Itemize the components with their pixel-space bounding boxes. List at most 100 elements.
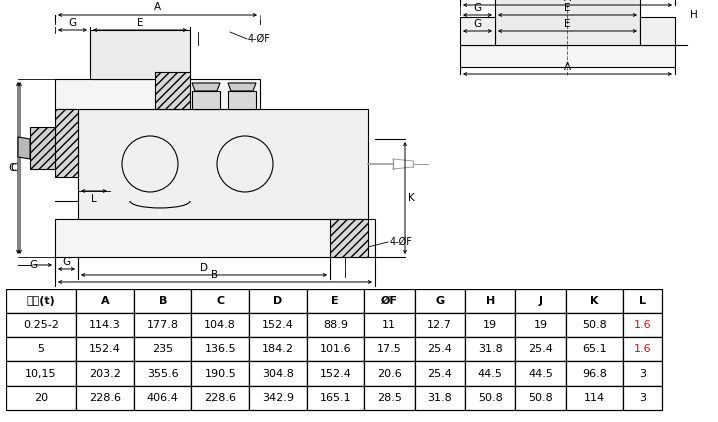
Text: 1.6: 1.6 [634,344,651,354]
Text: 355.6: 355.6 [147,368,179,379]
Polygon shape [228,83,256,91]
Text: E: E [564,3,571,13]
Bar [192,386,249,410]
Text: K: K [590,296,599,306]
Bar [228,91,256,109]
Text: 17.5: 17.5 [377,344,401,354]
Text: A: A [564,62,571,72]
Text: K: K [408,193,415,203]
Bar [414,362,465,386]
Text: 203.2: 203.2 [89,368,121,379]
Text: 31.8: 31.8 [427,392,452,403]
Bar [134,313,192,337]
Bar [516,313,566,337]
Text: 136.5: 136.5 [205,344,236,354]
Bar [364,337,414,362]
Text: G: G [68,18,77,28]
Bar [307,337,364,362]
Bar [465,289,516,313]
Text: 114: 114 [584,392,605,403]
Text: ØF: ØF [381,296,398,306]
Bar [465,386,516,410]
Bar [249,313,307,337]
Bar [6,289,76,313]
Bar [623,337,662,362]
Bar [76,313,134,337]
Text: 1.6: 1.6 [634,320,651,330]
Text: G: G [29,260,37,270]
Bar [623,362,662,386]
Bar [192,362,249,386]
Bar [460,45,675,67]
Bar [414,386,465,410]
Text: 165.1: 165.1 [320,392,351,403]
Text: G: G [473,19,482,29]
Text: 304.8: 304.8 [262,368,294,379]
Bar [134,386,192,410]
Bar [30,127,55,169]
Bar [640,17,675,45]
Bar [134,362,192,386]
Bar [566,362,623,386]
Bar [623,289,662,313]
Text: 50.8: 50.8 [582,320,607,330]
Text: 104.8: 104.8 [205,320,236,330]
Bar [364,386,414,410]
Bar [76,289,134,313]
Bar [414,337,465,362]
Bar [465,313,516,337]
Bar [414,313,465,337]
Text: 5: 5 [37,344,45,354]
Bar [55,79,260,109]
Text: 容量(t): 容量(t) [27,296,55,306]
Text: 31.8: 31.8 [478,344,503,354]
Text: 44.5: 44.5 [477,368,503,379]
Text: E: E [564,19,571,29]
Bar [460,17,495,45]
Text: C: C [9,163,16,173]
Text: 152.4: 152.4 [89,344,121,354]
Text: 19: 19 [533,320,548,330]
Text: A: A [564,0,571,3]
Bar [6,362,76,386]
Text: 28.5: 28.5 [377,392,401,403]
Bar [414,289,465,313]
Bar [55,109,78,177]
Text: 184.2: 184.2 [262,344,294,354]
Bar [249,362,307,386]
Bar [76,386,134,410]
Text: H: H [485,296,495,306]
Polygon shape [192,83,220,91]
Bar [6,337,76,362]
Text: 4-ØF: 4-ØF [248,34,271,44]
Text: C: C [11,163,18,173]
Polygon shape [18,137,30,159]
Text: A: A [154,2,161,12]
Text: C: C [216,296,224,306]
Text: E: E [136,18,144,28]
Text: 342.9: 342.9 [262,392,294,403]
Text: 406.4: 406.4 [146,392,179,403]
Text: 0.25-2: 0.25-2 [23,320,59,330]
Text: 152.4: 152.4 [262,320,294,330]
Text: B: B [211,270,218,280]
Bar [623,386,662,410]
Text: 4-ØF: 4-ØF [390,237,413,247]
Bar [249,289,307,313]
Text: 25.4: 25.4 [528,344,553,354]
Bar [134,289,192,313]
Text: 190.5: 190.5 [205,368,236,379]
Bar [307,362,364,386]
Bar [307,313,364,337]
Text: B: B [159,296,167,306]
Text: H: H [690,10,698,20]
Bar [364,289,414,313]
Text: 10,15: 10,15 [25,368,57,379]
Bar [192,313,249,337]
Text: 50.8: 50.8 [478,392,503,403]
Bar [364,313,414,337]
Text: 96.8: 96.8 [582,368,607,379]
Bar [516,289,566,313]
Bar [516,362,566,386]
Text: 44.5: 44.5 [528,368,553,379]
